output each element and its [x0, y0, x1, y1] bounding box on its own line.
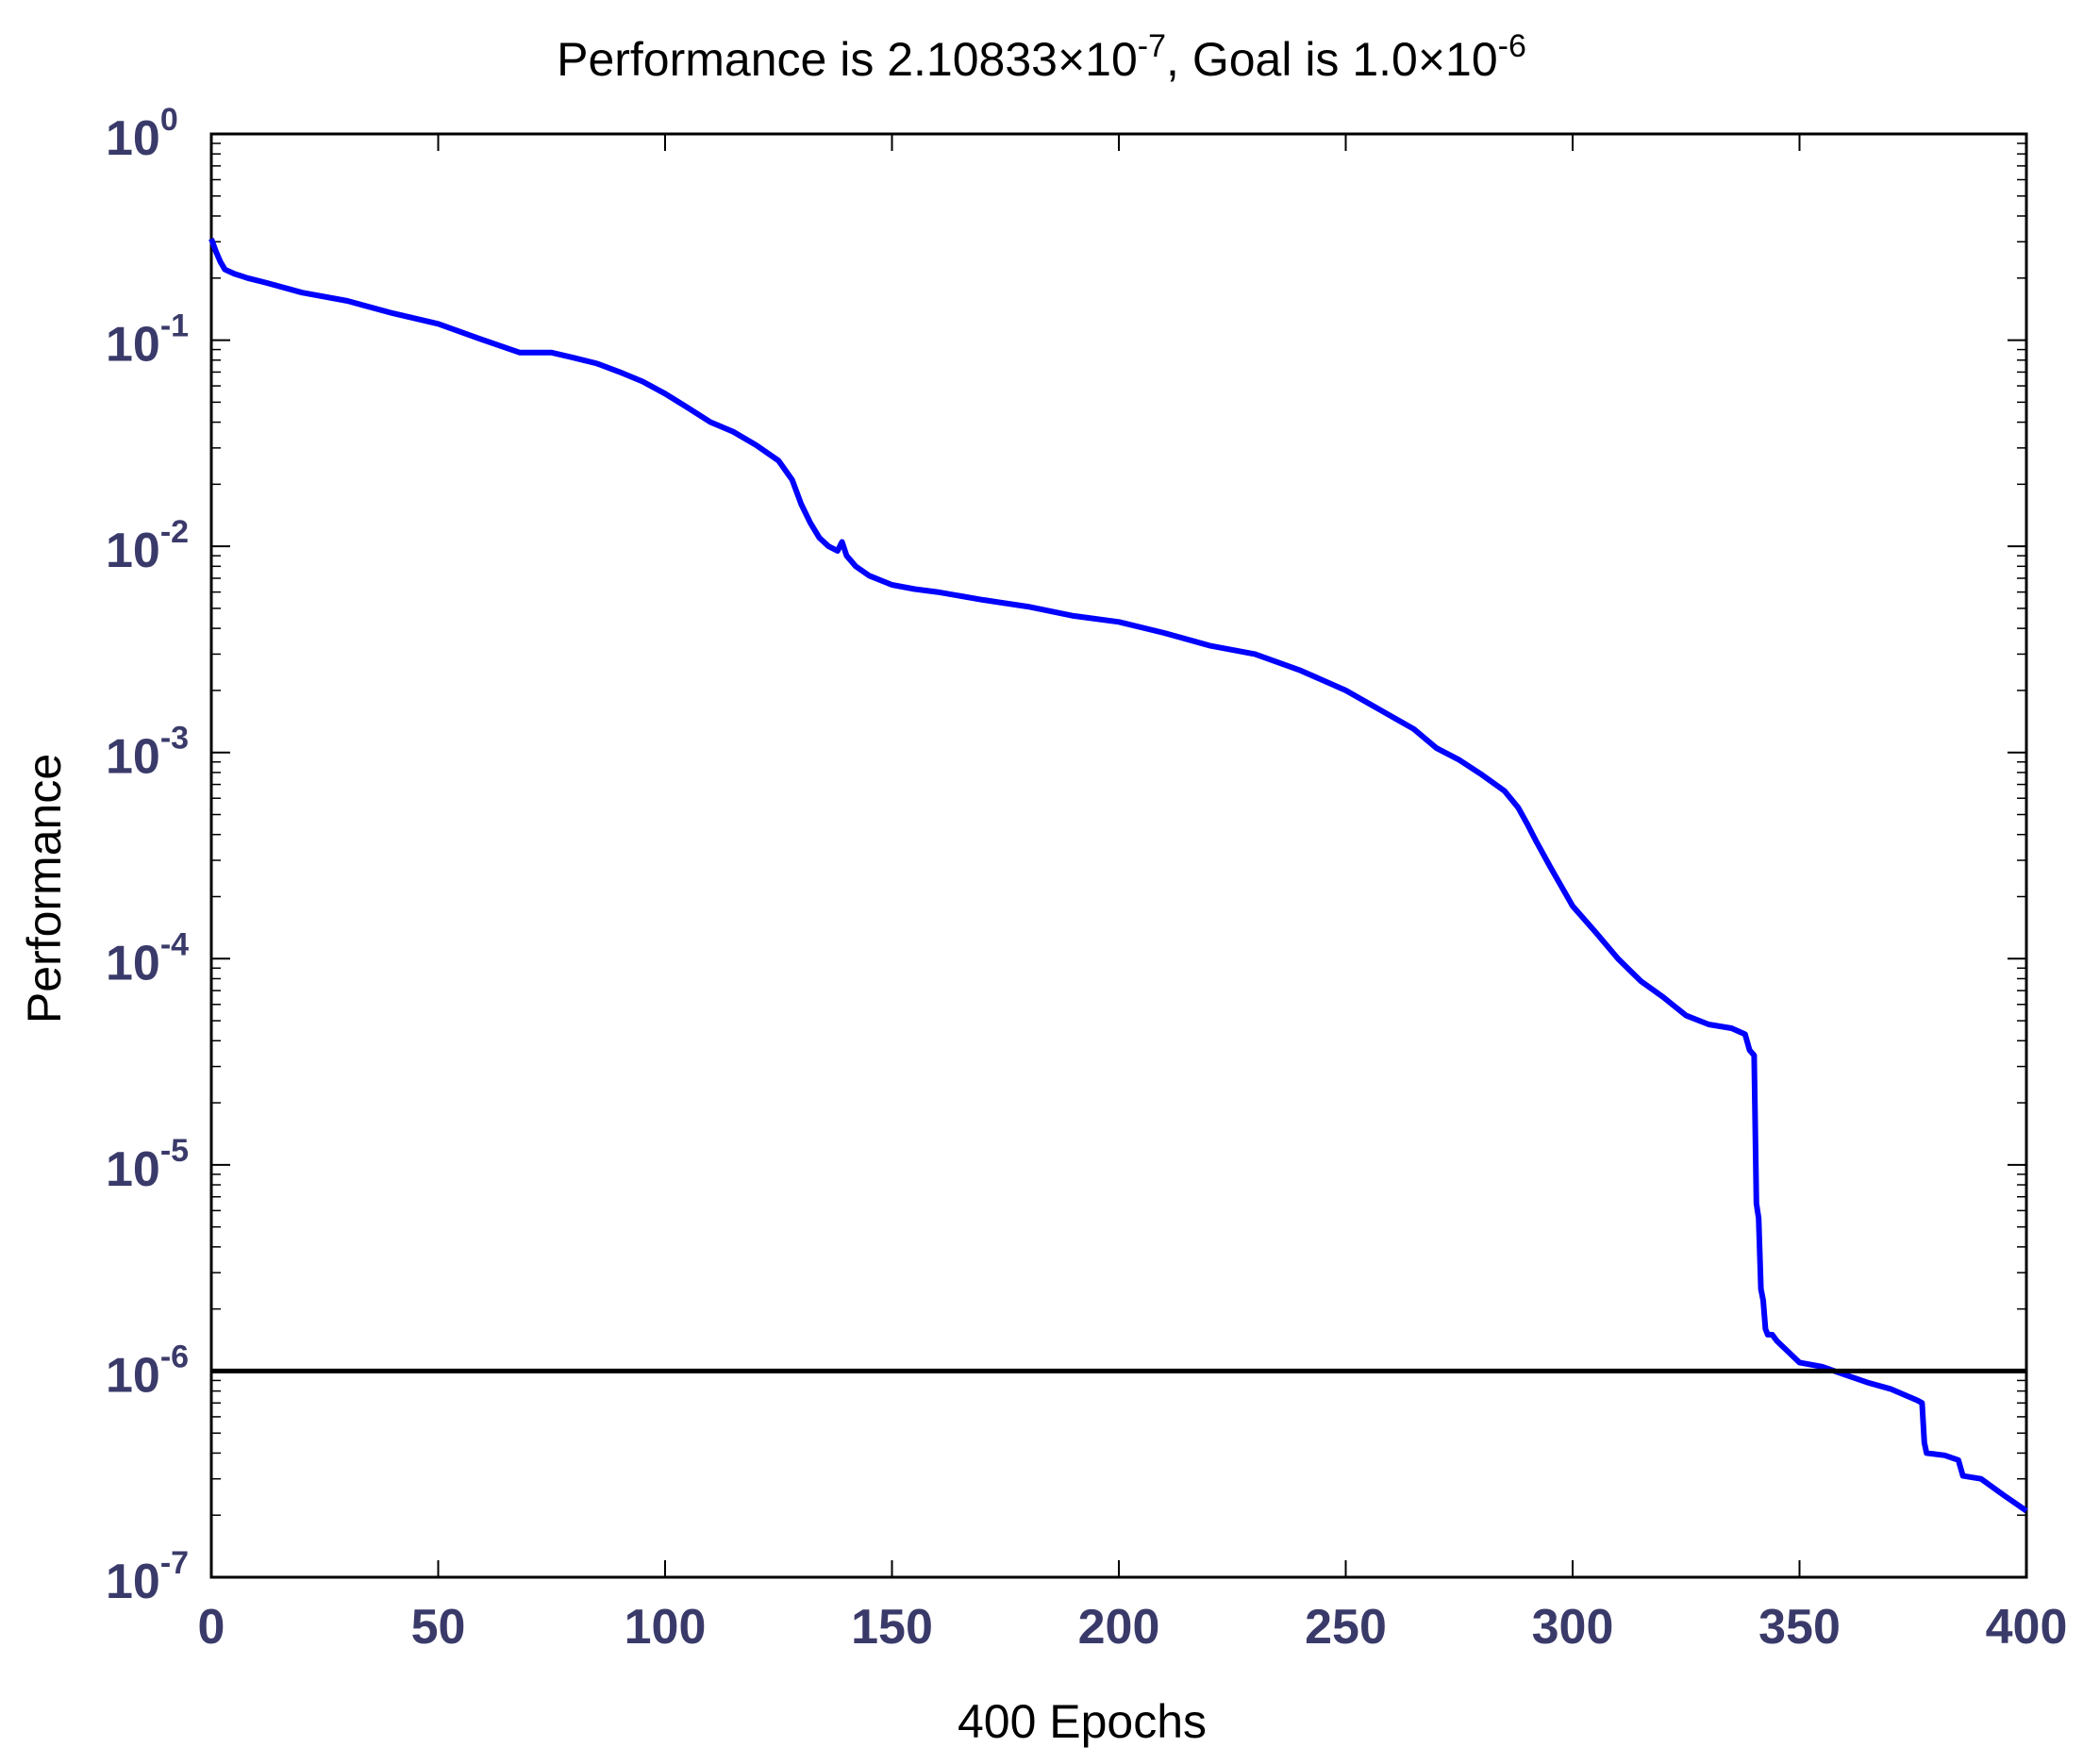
x-tick-label: 200: [1078, 1600, 1160, 1655]
plot-area: [209, 132, 2028, 1579]
y-tick-base: 10: [106, 1142, 160, 1197]
x-tick-label: 350: [1758, 1600, 1841, 1655]
y-tick-base: 10: [106, 111, 160, 166]
y-tick-base: 10: [106, 1555, 160, 1609]
x-tick-label: 50: [411, 1600, 466, 1655]
title-goal-exponent: -6: [1498, 28, 1526, 64]
x-tick-label: 0: [198, 1600, 225, 1655]
y-tick-label: 10-5: [106, 1133, 189, 1197]
y-tick-exponent: -2: [160, 514, 189, 550]
y-tick-base: 10: [106, 524, 160, 578]
y-tick-exponent: -1: [160, 308, 189, 344]
y-tick-base: 10: [106, 730, 160, 785]
series-layer: [208, 238, 2028, 1514]
y-tick-exponent: -7: [160, 1545, 189, 1581]
x-tick-labels: 0 50 100 150 200 250 300 350 400: [198, 1600, 2068, 1655]
y-tick-base: 10: [106, 1348, 160, 1403]
x-tick-label: 250: [1305, 1600, 1387, 1655]
x-axis-label: 400 Epochs: [958, 1695, 1207, 1748]
y-tick-label: 10-2: [106, 514, 189, 578]
y-tick-exponent: -6: [160, 1339, 189, 1374]
title-prefix: Performance is 2.10833×10: [557, 33, 1138, 86]
y-tick-label: 100: [106, 102, 178, 166]
chart-title: Performance is 2.10833×10-7, Goal is 1.0…: [557, 28, 1526, 86]
y-axis-label: Performance: [18, 754, 71, 1023]
title-perf-exponent: -7: [1138, 28, 1166, 64]
y-tick-exponent: 0: [160, 102, 178, 138]
y-tick-base: 10: [106, 318, 160, 373]
y-tick-label: 10-4: [106, 926, 189, 990]
y-tick-exponent: -3: [160, 721, 189, 757]
y-tick-exponent: -4: [160, 926, 189, 962]
y-tick-label: 10-1: [106, 308, 189, 373]
x-tick-label: 150: [851, 1600, 933, 1655]
x-tick-label: 300: [1532, 1600, 1614, 1655]
x-tick-label: 100: [625, 1600, 707, 1655]
y-tick-label: 10-6: [106, 1339, 189, 1403]
x-tick-label: 400: [1986, 1600, 2068, 1655]
performance-line: [208, 238, 2028, 1514]
y-tick-label: 10-7: [106, 1545, 189, 1609]
y-tick-label: 10-3: [106, 721, 189, 785]
y-tick-base: 10: [106, 936, 160, 990]
y-tick-exponent: -5: [160, 1133, 189, 1169]
title-middle: , Goal is 1.0×10: [1166, 33, 1498, 86]
